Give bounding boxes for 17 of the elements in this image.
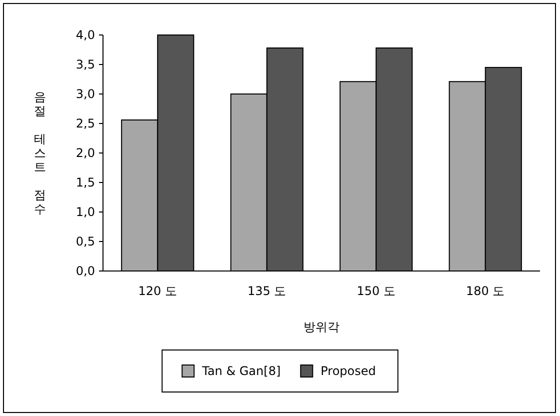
y-tick-label: 4,0	[76, 28, 95, 42]
x-tick-label: 150 도	[356, 284, 396, 298]
y-tick-label: 3,5	[76, 58, 95, 72]
y-tick-label: 2,5	[76, 116, 95, 130]
y-tick-label: 0,5	[76, 234, 95, 248]
x-axis-title: 방위각	[304, 320, 340, 334]
x-tick-label: 180 도	[466, 284, 505, 298]
legend-label: Proposed	[320, 364, 376, 378]
y-tick-label: 1,0	[76, 205, 95, 219]
y-axis-title: 음절 테스트 점수	[34, 90, 46, 216]
x-tick-label: 135 도	[248, 284, 286, 298]
y-tick-label: 1,5	[76, 176, 95, 190]
y-tick-label: 2,0	[76, 146, 95, 160]
y-tick-label: 3,0	[76, 87, 95, 101]
legend-label: Tan & Gan[8]	[201, 364, 281, 378]
y-tick-label: 0,0	[76, 264, 95, 278]
x-tick-label: 120 도	[138, 284, 177, 298]
